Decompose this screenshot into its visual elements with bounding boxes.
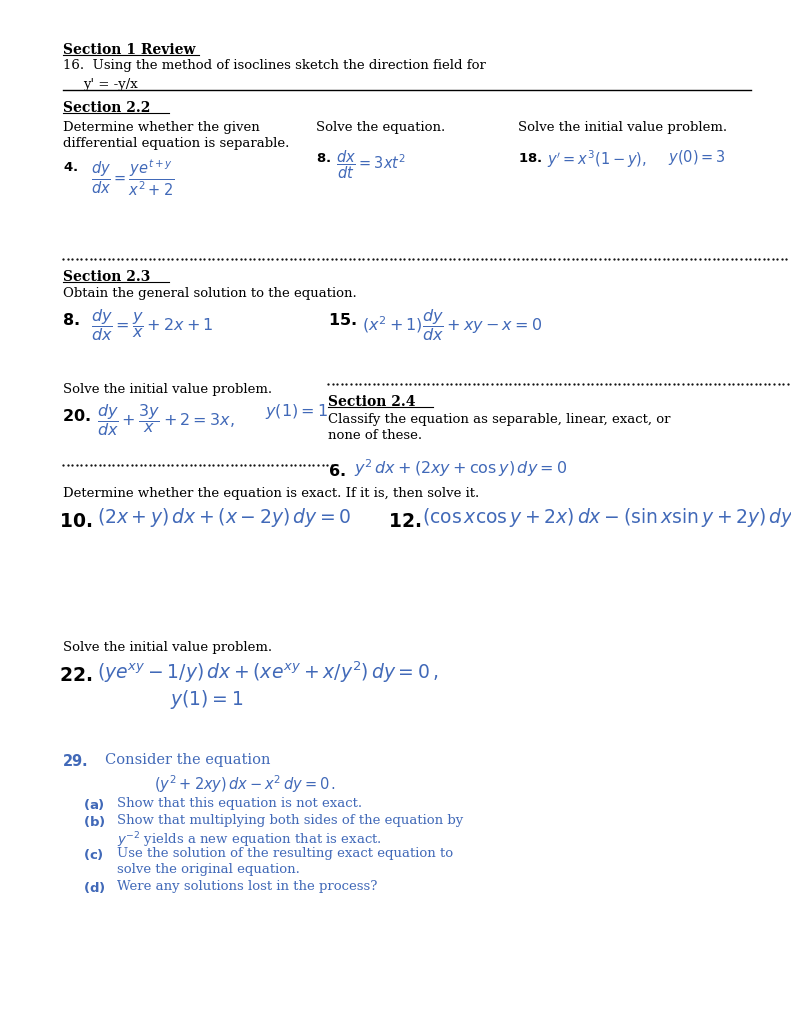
Text: Classify the equation as separable, linear, exact, or: Classify the equation as separable, line… — [328, 413, 671, 426]
Text: $(x^2+1)\dfrac{dy}{dx} + xy - x = 0$: $(x^2+1)\dfrac{dy}{dx} + xy - x = 0$ — [362, 307, 543, 343]
Text: $\mathbf{15.}$: $\mathbf{15.}$ — [328, 312, 357, 329]
Text: $y' = x^3(1-y),$: $y' = x^3(1-y),$ — [547, 148, 647, 170]
Text: none of these.: none of these. — [328, 429, 422, 442]
Text: $\dfrac{dy}{dx}+\dfrac{3y}{x}+2 = 3x,$: $\dfrac{dy}{dx}+\dfrac{3y}{x}+2 = 3x,$ — [97, 402, 234, 438]
Text: Consider the equation: Consider the equation — [105, 753, 271, 767]
Text: $y(1) = 1$: $y(1) = 1$ — [265, 402, 328, 422]
Text: $\mathbf{(a)}$: $\mathbf{(a)}$ — [83, 797, 105, 812]
Text: Solve the initial value problem.: Solve the initial value problem. — [63, 383, 272, 396]
Text: $\mathbf{22.}$: $\mathbf{22.}$ — [59, 666, 93, 685]
Text: $\dfrac{dy}{dx} = \dfrac{ye^{t+y}}{x^2+2}$: $\dfrac{dy}{dx} = \dfrac{ye^{t+y}}{x^2+2… — [91, 157, 174, 198]
Text: Solve the initial value problem.: Solve the initial value problem. — [518, 121, 727, 134]
Text: $\mathbf{10.}$: $\mathbf{10.}$ — [59, 512, 93, 531]
Text: $\dfrac{dy}{dx} = \dfrac{y}{x} + 2x + 1$: $\dfrac{dy}{dx} = \dfrac{y}{x} + 2x + 1$ — [91, 307, 214, 343]
Text: Obtain the general solution to the equation.: Obtain the general solution to the equat… — [63, 287, 357, 300]
Text: Determine whether the equation is exact. If it is, then solve it.: Determine whether the equation is exact.… — [63, 487, 479, 501]
Text: Solve the initial value problem.: Solve the initial value problem. — [63, 641, 272, 654]
Text: $\mathbf{29.}$: $\mathbf{29.}$ — [62, 753, 88, 769]
Text: Section 1 Review: Section 1 Review — [63, 43, 196, 57]
Text: $(ye^{xy} - 1/y)\,dx + (xe^{xy} + x/y^2)\,dy = 0\,,$: $(ye^{xy} - 1/y)\,dx + (xe^{xy} + x/y^2)… — [97, 659, 438, 685]
Text: $\mathbf{8.}$: $\mathbf{8.}$ — [316, 152, 331, 165]
Text: $\mathbf{(b)}$: $\mathbf{(b)}$ — [83, 814, 105, 829]
Text: Section 2.2: Section 2.2 — [63, 101, 150, 116]
Text: 16.  Using the method of isoclines sketch the direction field for: 16. Using the method of isoclines sketch… — [63, 59, 486, 73]
Text: $y^{-2}$ yields a new equation that is exact.: $y^{-2}$ yields a new equation that is e… — [117, 830, 382, 850]
Text: $\dfrac{dx}{dt} = 3xt^2$: $\dfrac{dx}{dt} = 3xt^2$ — [336, 148, 406, 181]
Text: Section 2.4: Section 2.4 — [328, 395, 416, 410]
Text: Section 2.3: Section 2.3 — [63, 270, 150, 285]
Text: Show that this equation is not exact.: Show that this equation is not exact. — [117, 797, 362, 810]
Text: solve the original equation.: solve the original equation. — [117, 863, 300, 877]
Text: $(y^2+2xy)\,dx - x^2\,dy = 0\,.$: $(y^2+2xy)\,dx - x^2\,dy = 0\,.$ — [154, 773, 336, 795]
Text: Show that multiplying both sides of the equation by: Show that multiplying both sides of the … — [117, 814, 464, 827]
Text: $\mathbf{8.}$: $\mathbf{8.}$ — [62, 312, 79, 329]
Text: $\mathbf{(c)}$: $\mathbf{(c)}$ — [83, 847, 104, 862]
Text: $\mathbf{18.}$: $\mathbf{18.}$ — [518, 152, 543, 165]
Text: $\mathbf{4.}$: $\mathbf{4.}$ — [63, 161, 78, 174]
Text: y' = -y/x: y' = -y/x — [83, 78, 138, 91]
Text: differential equation is separable.: differential equation is separable. — [63, 137, 290, 151]
Text: $y^2\,dx + (2xy + \cos y)\,dy = 0$: $y^2\,dx + (2xy + \cos y)\,dy = 0$ — [354, 458, 567, 479]
Text: $\mathbf{12.}$: $\mathbf{12.}$ — [388, 512, 421, 531]
Text: $(\cos x\cos y + 2x)\,dx - (\sin x\sin y + 2y)\,dy = 0$: $(\cos x\cos y + 2x)\,dx - (\sin x\sin y… — [422, 506, 791, 528]
Text: $(2x+y)\,dx + (x-2y)\,dy = 0$: $(2x+y)\,dx + (x-2y)\,dy = 0$ — [97, 506, 351, 528]
Text: $y(1) = 1$: $y(1) = 1$ — [170, 688, 244, 711]
Text: $y(0) = 3$: $y(0) = 3$ — [668, 148, 726, 168]
Text: Use the solution of the resulting exact equation to: Use the solution of the resulting exact … — [117, 847, 453, 860]
Text: Solve the equation.: Solve the equation. — [316, 121, 445, 134]
Text: $\mathbf{6.}$: $\mathbf{6.}$ — [328, 463, 346, 479]
Text: $\mathbf{20.}$: $\mathbf{20.}$ — [62, 408, 90, 424]
Text: Determine whether the given: Determine whether the given — [63, 121, 260, 134]
Text: Were any solutions lost in the process?: Were any solutions lost in the process? — [117, 880, 377, 893]
Text: $\mathbf{(d)}$: $\mathbf{(d)}$ — [83, 880, 105, 895]
